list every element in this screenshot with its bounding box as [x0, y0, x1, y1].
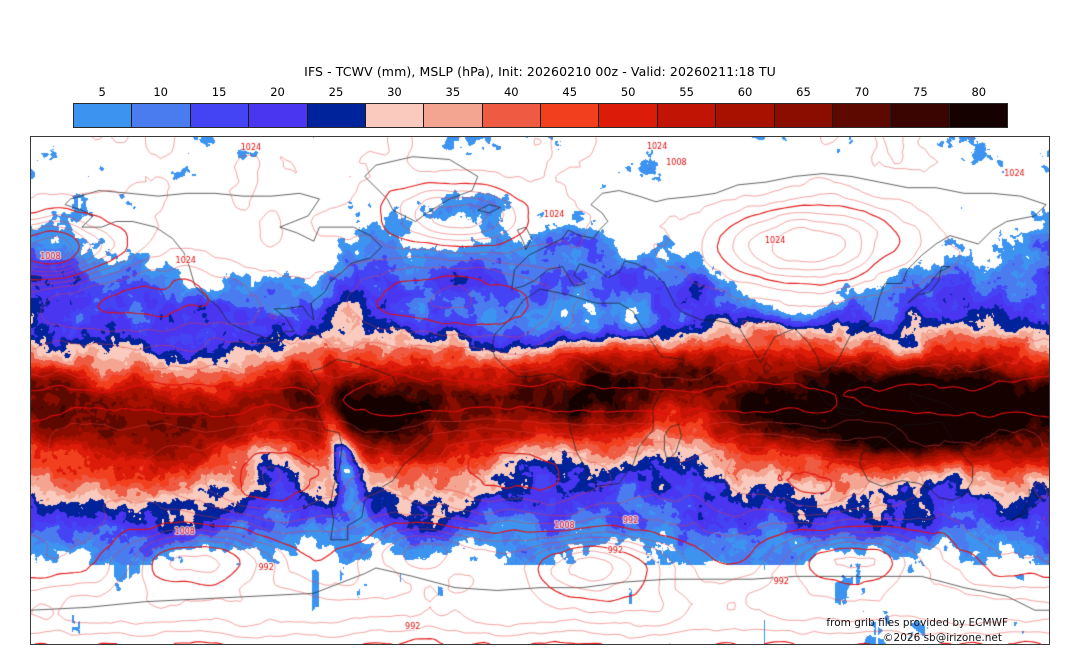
colorbar-swatch: [716, 104, 775, 127]
colorbar-swatch: [599, 104, 658, 127]
colorbar-swatch: [657, 104, 717, 127]
colorbar-swatch: [307, 104, 366, 127]
page-title: IFS - TCWV (mm), MSLP (hPa), Init: 20260…: [304, 64, 776, 79]
colorbar-swatch: [832, 104, 892, 127]
map-canvas: [31, 137, 1049, 644]
colorbar-tick: 50: [620, 85, 636, 99]
colorbar-swatch: [541, 104, 600, 127]
colorbar-swatch: [949, 104, 1007, 127]
colorbar-swatches: [73, 103, 1008, 128]
colorbar-swatch: [365, 104, 425, 127]
colorbar-swatch: [74, 104, 133, 127]
colorbar-tick: 80: [971, 85, 987, 99]
colorbar-tick: 65: [796, 85, 811, 99]
colorbar-swatch: [774, 104, 833, 127]
colorbar-swatch: [424, 104, 483, 127]
colorbar-tick-labels: 5 10 15 20 25 30 35 40 45 50 55 60 65 70 75 80: [73, 85, 1008, 101]
colorbar-swatch: [482, 104, 541, 127]
colorbar-swatch: [891, 104, 950, 127]
colorbar-tick: 15: [211, 85, 227, 99]
colorbar-tick: 20: [270, 85, 285, 99]
colorbar-swatch: [190, 104, 250, 127]
colorbar-tick: 5: [98, 85, 106, 99]
attribution-source: from grib files provided by ECMWF: [826, 617, 1008, 629]
colorbar: 5 10 15 20 25 30 35 40 45 50 55 60 65 70 75 80: [73, 85, 1008, 128]
colorbar-tick: 25: [328, 85, 344, 99]
map-plot-area[interactable]: [30, 136, 1050, 645]
colorbar-tick: 55: [679, 85, 694, 99]
colorbar-tick: 10: [153, 85, 168, 99]
colorbar-tick: 35: [445, 85, 461, 99]
colorbar-tick: 70: [854, 85, 870, 99]
colorbar-tick: 45: [562, 85, 578, 99]
colorbar-swatch: [249, 104, 308, 127]
colorbar-tick: 60: [737, 85, 753, 99]
colorbar-swatch: [132, 104, 191, 127]
attribution-copyright: ©2026 sb@irizone.net: [883, 632, 1002, 644]
colorbar-tick: 75: [913, 85, 928, 99]
colorbar-tick: 40: [503, 85, 519, 99]
colorbar-tick: 30: [387, 85, 402, 99]
